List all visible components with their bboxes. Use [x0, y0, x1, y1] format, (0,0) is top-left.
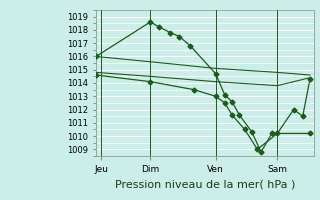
X-axis label: Pression niveau de la mer( hPa ): Pression niveau de la mer( hPa ) [115, 180, 295, 190]
